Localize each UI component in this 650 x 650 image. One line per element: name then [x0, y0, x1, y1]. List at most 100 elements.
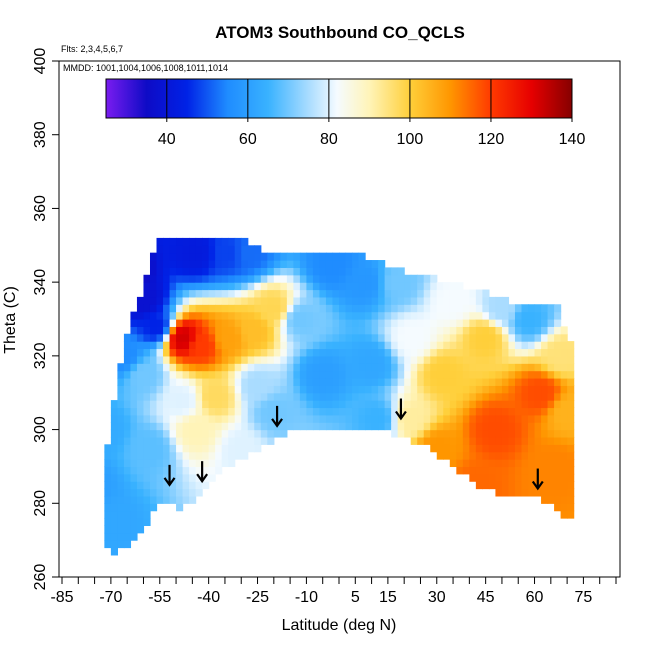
- heatmap-cell: [423, 429, 431, 438]
- x-tick-label: -25: [246, 589, 269, 606]
- heatmap-cell: [123, 400, 132, 409]
- heatmap-cell: [339, 252, 347, 261]
- heatmap-cell: [339, 392, 347, 401]
- heatmap-cell: [508, 407, 516, 416]
- heatmap-cell: [365, 385, 373, 394]
- heatmap-cell: [482, 377, 490, 386]
- heatmap-cell: [567, 363, 575, 372]
- heatmap-cell: [176, 444, 184, 453]
- heatmap-cell: [163, 414, 171, 423]
- heatmap-cell: [182, 385, 190, 394]
- heatmap-cell: [567, 444, 575, 453]
- heatmap-cell: [475, 436, 483, 445]
- heatmap-cell: [554, 503, 562, 512]
- heatmap-cell: [371, 422, 379, 431]
- heatmap-cell: [208, 422, 216, 431]
- heatmap-cell: [554, 481, 562, 490]
- heatmap-cell: [117, 510, 125, 519]
- heatmap-cell: [410, 348, 418, 357]
- heatmap-cell: [397, 289, 405, 298]
- heatmap-cell: [469, 289, 477, 298]
- heatmap-cell: [143, 451, 151, 460]
- heatmap-cell: [306, 341, 314, 350]
- heatmap-cell: [345, 370, 353, 379]
- heatmap-cell: [436, 341, 444, 350]
- heatmap-cell: [547, 370, 555, 379]
- heatmap-cell: [534, 333, 542, 342]
- heatmap-cell: [482, 400, 490, 409]
- heatmap-cell: [404, 289, 412, 298]
- heatmap-cell: [293, 289, 301, 298]
- heatmap-cell: [228, 363, 236, 372]
- heatmap-cell: [567, 414, 575, 423]
- heatmap-cell: [417, 355, 425, 364]
- heatmap-cell: [176, 341, 184, 350]
- heatmap-cell: [293, 385, 301, 394]
- heatmap-cell: [176, 304, 184, 313]
- heatmap-cell: [110, 436, 118, 445]
- heatmap-cell: [202, 392, 210, 401]
- heatmap-cell: [541, 414, 549, 423]
- heatmap-cell: [286, 333, 294, 342]
- heatmap-cell: [443, 370, 451, 379]
- heatmap-cell: [384, 385, 392, 394]
- heatmap-cell: [208, 319, 216, 327]
- chart-title: ATOM3 Southbound CO_QCLS: [215, 23, 465, 42]
- heatmap-cell: [286, 400, 294, 409]
- heatmap-cell: [143, 333, 151, 342]
- heatmap-cell: [260, 385, 268, 394]
- heatmap-cell: [371, 348, 379, 357]
- heatmap-cell: [436, 414, 444, 423]
- heatmap-cell: [208, 451, 216, 460]
- heatmap-cell: [267, 333, 275, 342]
- heatmap-cell: [241, 304, 249, 313]
- heatmap-cell: [371, 319, 379, 327]
- heatmap-cell: [528, 377, 536, 386]
- heatmap-cell: [163, 260, 171, 268]
- heatmap-cell: [495, 459, 503, 468]
- heatmap-cell: [397, 274, 405, 283]
- heatmap-cell: [384, 311, 392, 320]
- y-axis-label: Theta (C): [2, 286, 19, 354]
- heatmap-cell: [436, 377, 444, 386]
- heatmap-cell: [234, 392, 242, 401]
- heatmap-cell: [273, 400, 281, 409]
- heatmap-cell: [371, 414, 379, 423]
- heatmap-cell: [117, 525, 125, 534]
- heatmap-cell: [254, 304, 262, 313]
- heatmap-cell: [169, 481, 177, 490]
- heatmap-cell: [123, 532, 132, 541]
- heatmap-cell: [567, 488, 575, 497]
- heatmap-cell: [541, 422, 549, 431]
- heatmap-cell: [286, 363, 294, 372]
- heatmap-cell: [182, 274, 190, 283]
- heatmap-cell: [143, 348, 151, 357]
- heatmap-cell: [202, 311, 210, 320]
- heatmap-cell: [260, 355, 268, 364]
- heatmap-cell: [182, 289, 190, 298]
- heatmap-cell: [143, 422, 151, 431]
- heatmap-cell: [117, 400, 125, 409]
- heatmap-cell: [384, 274, 392, 283]
- dates-note: MMDD: 1001,1004,1006,1008,1011,1014: [63, 63, 228, 73]
- heatmap-cell: [286, 407, 294, 416]
- heatmap-cell: [541, 370, 549, 379]
- heatmap-cell: [163, 267, 171, 276]
- colorbar-tick-label: 60: [239, 131, 257, 148]
- heatmap-cell: [475, 459, 483, 468]
- heatmap-cell: [176, 495, 184, 504]
- heatmap-cell: [391, 333, 399, 342]
- heatmap-cell: [554, 363, 562, 372]
- heatmap-cell: [528, 304, 536, 313]
- heatmap-cell: [156, 400, 164, 409]
- heatmap-cell: [156, 385, 164, 394]
- heatmap-cell: [443, 333, 451, 342]
- heatmap-cell: [123, 518, 132, 526]
- heatmap-cell: [195, 274, 203, 283]
- heatmap-cell: [397, 311, 405, 320]
- heatmap-cell: [280, 370, 288, 379]
- heatmap-cell: [436, 289, 444, 298]
- heatmap-cell: [449, 385, 457, 394]
- heatmap-cell: [234, 363, 242, 372]
- heatmap-cell: [528, 436, 536, 445]
